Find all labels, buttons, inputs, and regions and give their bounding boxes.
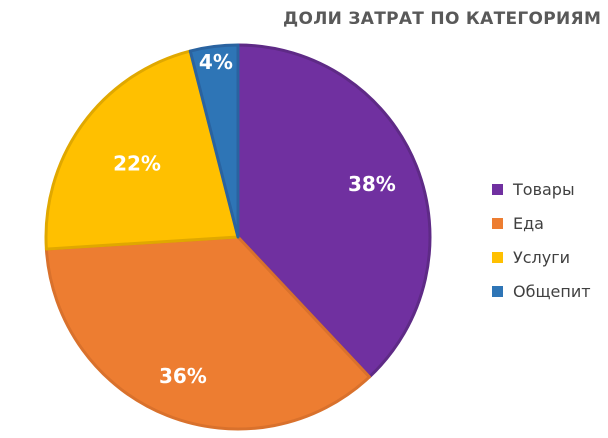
legend-item-tovary: Товары (492, 172, 591, 206)
pie-data-label-3: 4% (199, 50, 233, 74)
pie-slices (44, 43, 432, 431)
pie-data-label-1: 36% (159, 364, 207, 388)
pie-data-labels: 38% 36% 22% 4% (113, 50, 396, 388)
legend-item-obshchepit: Общепит (492, 274, 591, 308)
legend-swatch (492, 183, 503, 195)
legend-label: Услуги (513, 247, 571, 267)
pie-slice-1 (44, 235, 371, 431)
pie-data-label-0: 38% (348, 172, 396, 196)
legend-label: Товары (513, 179, 575, 199)
legend-item-uslugi: Услуги (492, 240, 591, 274)
legend-label: Общепит (513, 281, 591, 301)
chart-title: ДОЛИ ЗАТРАТ ПО КАТЕГОРИЯМ (283, 9, 602, 29)
pie-data-label-2: 22% (113, 152, 161, 176)
pie-slice-3 (188, 43, 240, 239)
legend-swatch (492, 217, 503, 229)
legend-label: Еда (513, 213, 544, 233)
legend-item-eda: Еда (492, 206, 591, 240)
legend-swatch (492, 285, 503, 297)
pie-slice-2 (44, 49, 240, 251)
pie-slice-0 (236, 43, 432, 379)
legend: Товары Еда Услуги Общепит (492, 172, 591, 308)
legend-swatch (492, 251, 503, 263)
